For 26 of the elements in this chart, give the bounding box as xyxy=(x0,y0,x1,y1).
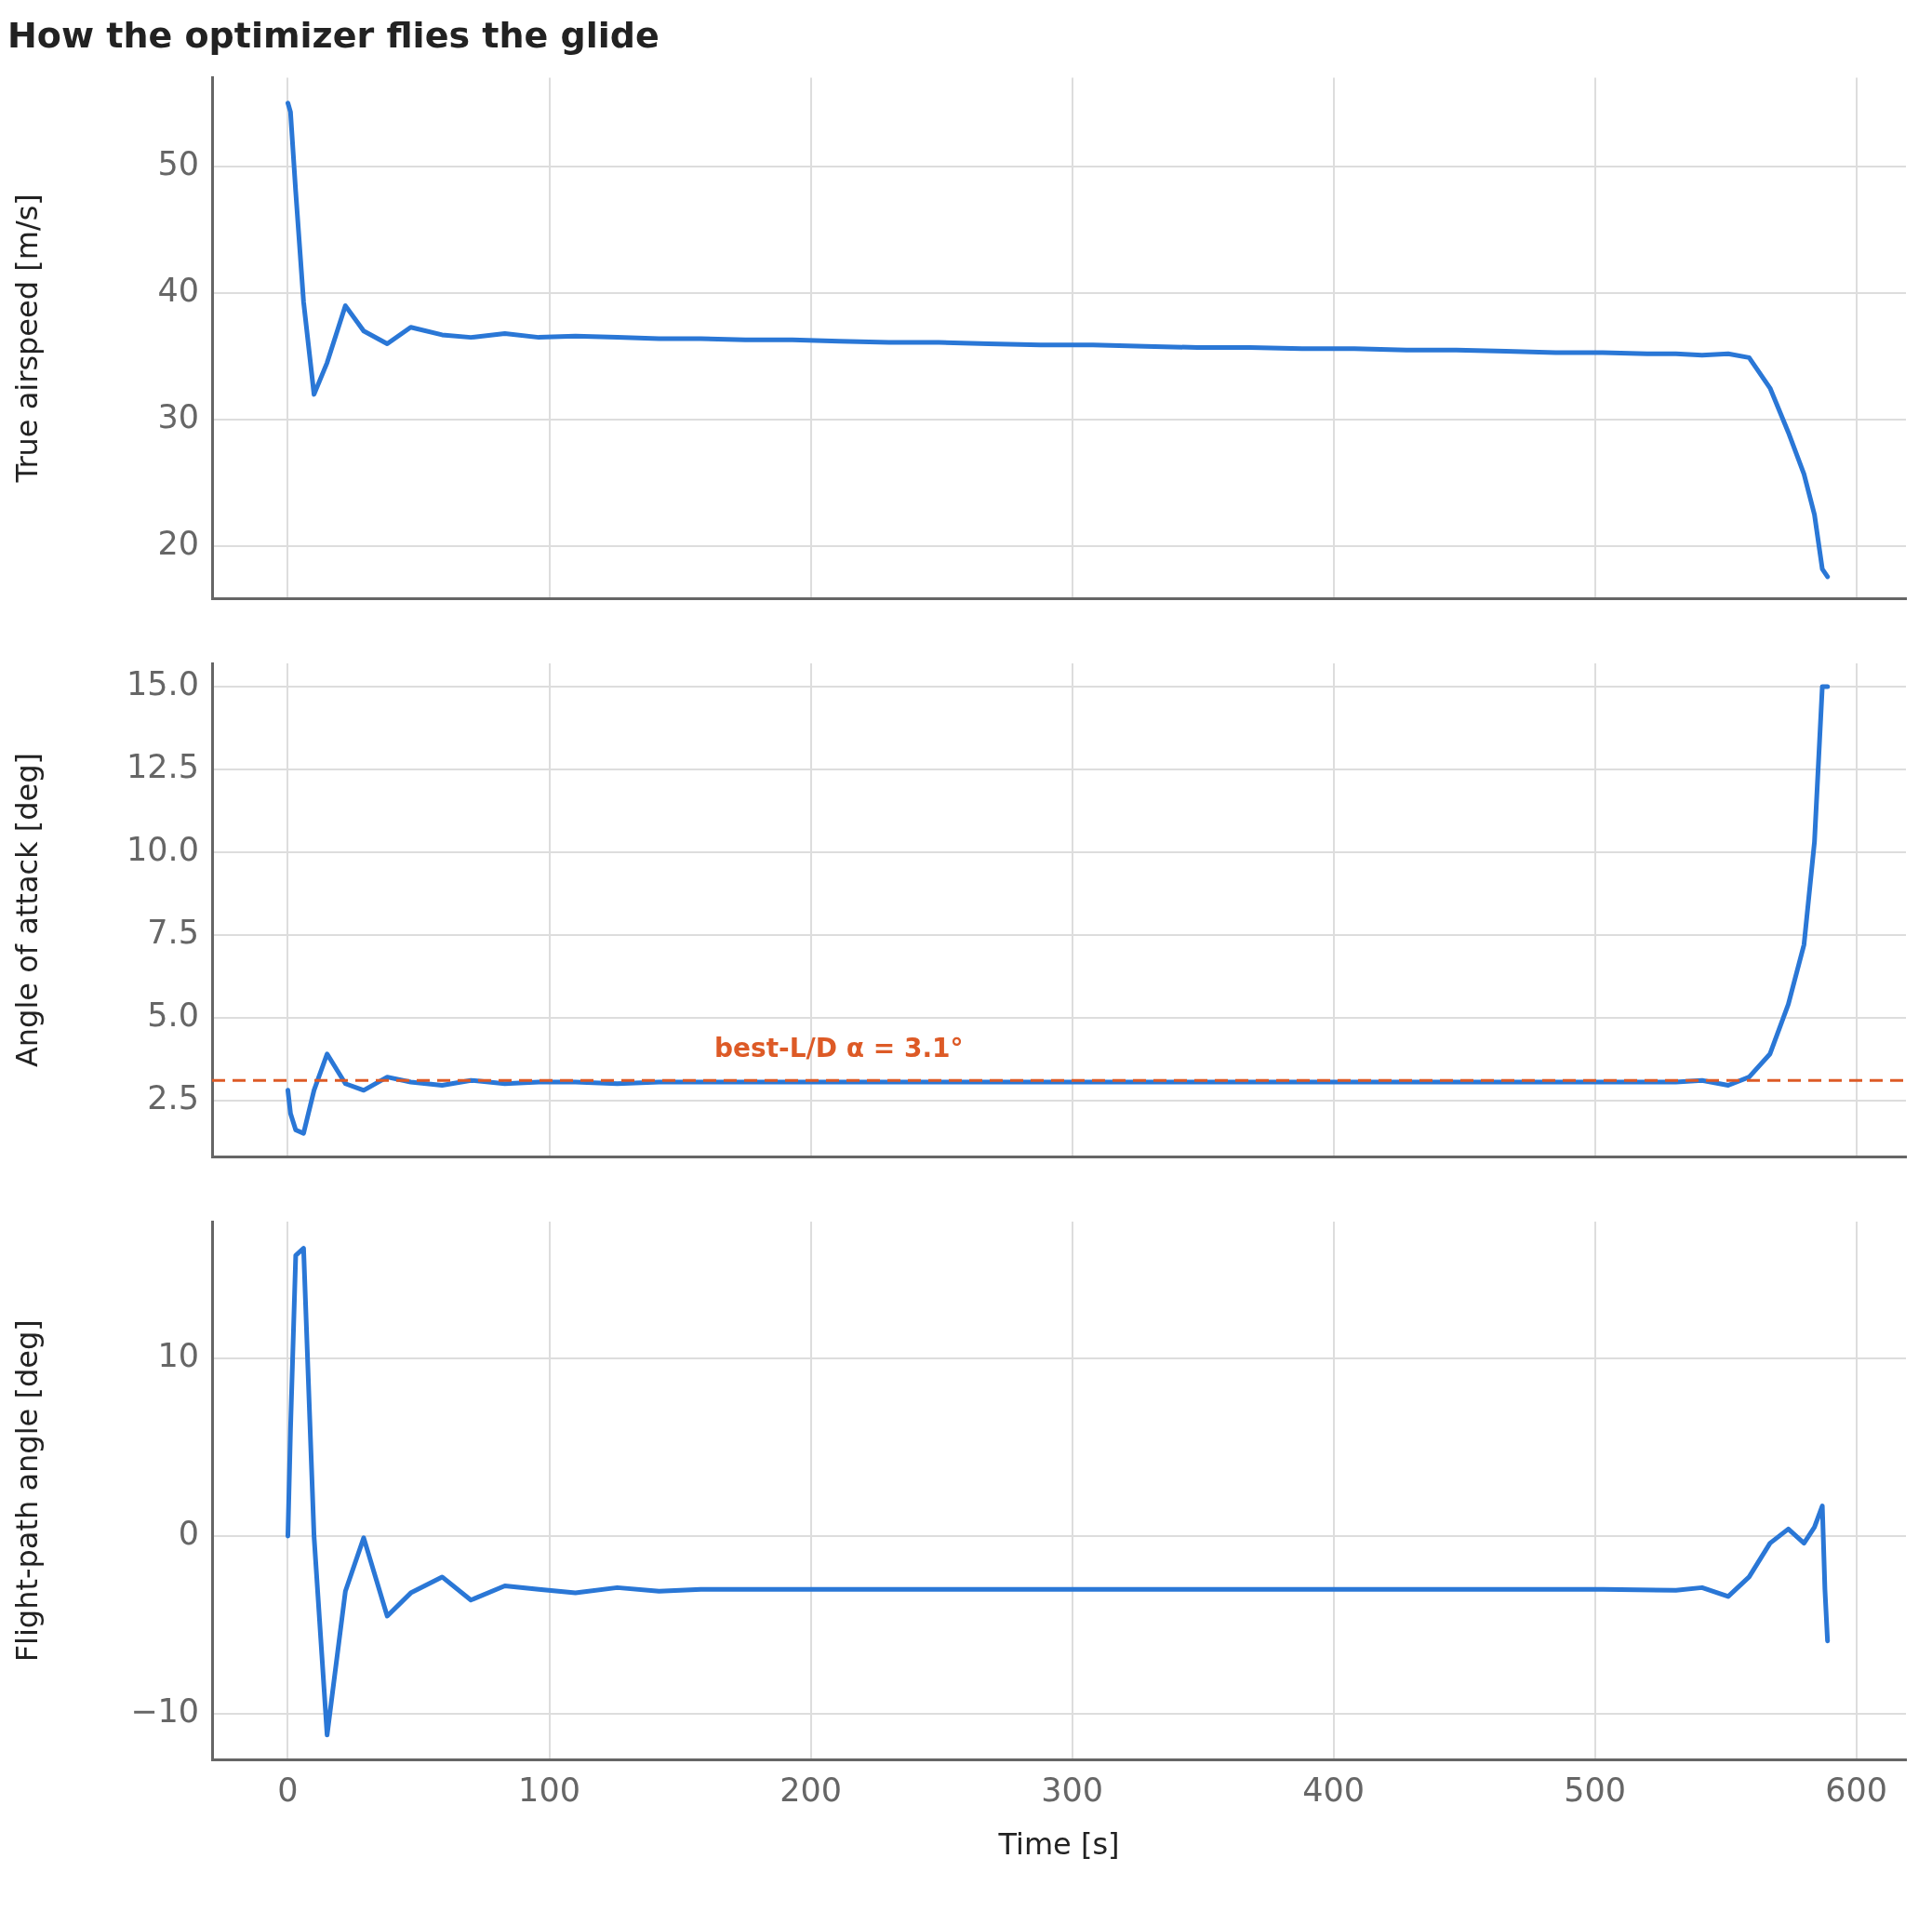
y-tick-label: 30 xyxy=(157,398,199,436)
y-axis-title: Flight-path angle [deg] xyxy=(8,1319,45,1663)
x-axis-title: Time [s] xyxy=(997,1826,1120,1863)
x-tick-label: 600 xyxy=(1825,1771,1888,1809)
y-tick-label: 40 xyxy=(157,272,199,310)
x-tick-label: 400 xyxy=(1302,1771,1365,1809)
x-tick-label: 500 xyxy=(1564,1771,1626,1809)
x-tick-label: 100 xyxy=(518,1771,580,1809)
y-tick-label: 7.5 xyxy=(147,913,199,951)
y-tick-label: 0 xyxy=(178,1515,199,1553)
chart-title: How the optimizer flies the glide xyxy=(7,14,660,56)
x-tick-label: 200 xyxy=(779,1771,842,1809)
y-axis-title: True airspeed [m/s] xyxy=(8,194,45,484)
x-tick-label: 0 xyxy=(277,1771,299,1809)
y-axis-title: Angle of attack [deg] xyxy=(8,752,45,1068)
y-tick-label: 10 xyxy=(157,1337,199,1375)
y-tick-label: 5.0 xyxy=(147,996,199,1034)
y-tick-label: 20 xyxy=(157,525,199,563)
x-tick-label: 300 xyxy=(1041,1771,1103,1809)
y-tick-label: 50 xyxy=(157,144,199,182)
y-tick-label: −10 xyxy=(130,1692,199,1731)
y-tick-label: 12.5 xyxy=(127,747,199,785)
ref-line-label: best-L/D α = 3.1° xyxy=(713,1033,964,1064)
y-tick-label: 10.0 xyxy=(127,830,199,868)
y-tick-label: 15.0 xyxy=(127,664,199,702)
y-tick-label: 2.5 xyxy=(147,1078,199,1116)
